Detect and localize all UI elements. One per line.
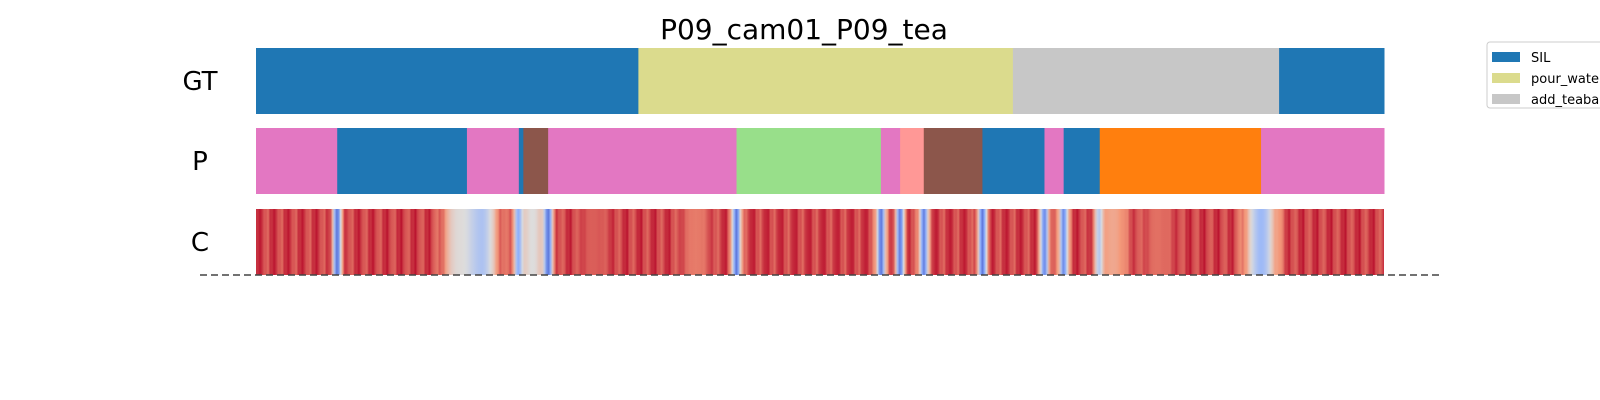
- segment-p-4: [523, 128, 549, 194]
- row-label-p: P: [192, 147, 208, 177]
- legend-swatch-0: [1492, 52, 1520, 62]
- row-c: C: [191, 209, 1384, 275]
- rows-layer: GT P C: [182, 48, 1385, 275]
- legend-label-1: pour_water: [1531, 72, 1600, 87]
- segment-p-1: [337, 128, 468, 194]
- row-label-gt: GT: [182, 67, 217, 97]
- segment-gt-3: [1279, 48, 1385, 114]
- segment-p-2: [466, 128, 520, 194]
- legend-swatch-2: [1492, 94, 1520, 104]
- segment-p-10: [982, 128, 1045, 194]
- segment-p-12: [1063, 128, 1101, 194]
- segment-p-7: [880, 128, 901, 194]
- legend-label-0: SIL: [1531, 51, 1551, 66]
- segment-p-13: [1099, 128, 1262, 194]
- legend-swatch-1: [1492, 73, 1520, 83]
- segment-gt-2: [1012, 48, 1280, 114]
- legend-label-2: add_teabag: [1531, 93, 1600, 108]
- legend: SIL pour_water add_teabag: [1486, 41, 1600, 109]
- segment-p-6: [736, 128, 882, 194]
- segment-p-11: [1044, 128, 1065, 194]
- segment-p-5: [548, 128, 738, 194]
- segment-p-9: [923, 128, 983, 194]
- row-p: P: [192, 128, 1385, 194]
- confidence-strip: [256, 209, 1384, 275]
- segment-p-3: [518, 128, 524, 194]
- segment-p-14: [1261, 128, 1385, 194]
- row-label-c: C: [191, 228, 209, 258]
- segment-p-0: [256, 128, 338, 194]
- segment-gt-0: [256, 48, 639, 114]
- segment-p-8: [900, 128, 925, 194]
- segment-gt-1: [638, 48, 1014, 114]
- chart-title: P09_cam01_P09_tea: [660, 13, 948, 46]
- row-gt: GT: [182, 48, 1385, 114]
